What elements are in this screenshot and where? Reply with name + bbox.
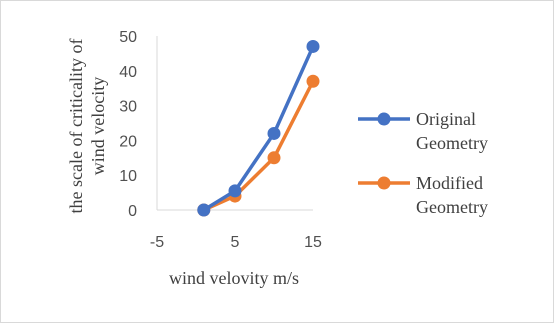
- y-axis-title: the scale of criticality of wind velocity: [66, 39, 108, 214]
- legend-marker: [377, 112, 391, 126]
- x-tick-label: -5: [150, 234, 164, 251]
- legend-label: Modified: [416, 173, 483, 193]
- y-tick-label: 50: [119, 29, 137, 46]
- x-axis-title: wind velovity m/s: [169, 268, 299, 288]
- legend: Original Geometry Modified Geometry: [358, 109, 488, 217]
- series-layer: [197, 39, 320, 217]
- y-tick-label: 0: [128, 203, 137, 220]
- series-line: [202, 44, 315, 212]
- legend-entry: Modified Geometry: [358, 173, 488, 217]
- x-tick-label: 5: [231, 234, 240, 251]
- y-tick-labels: 0 10 20 30 40 50: [119, 29, 137, 220]
- series-point: [228, 184, 242, 198]
- y-axis-title-line: the scale of criticality of: [66, 39, 86, 214]
- x-tick-labels: -5 5 15: [150, 234, 322, 251]
- series-point: [306, 39, 320, 53]
- y-tick-label: 10: [119, 168, 137, 185]
- series-point: [197, 203, 211, 217]
- legend-label: Geometry: [416, 197, 488, 217]
- legend-entry: Original Geometry: [358, 109, 488, 153]
- series-point: [306, 74, 320, 88]
- series-point: [267, 151, 281, 165]
- y-tick-label: 30: [119, 99, 137, 116]
- y-tick-label: 20: [119, 133, 137, 150]
- series-point: [267, 126, 281, 140]
- y-axis-title-line: wind velocity: [88, 77, 108, 175]
- series-line: [202, 79, 315, 212]
- plot-area: [156, 36, 313, 211]
- legend-label: Original: [416, 109, 476, 129]
- legend-marker: [377, 176, 391, 190]
- y-tick-label: 40: [119, 64, 137, 81]
- legend-label: Geometry: [416, 133, 488, 153]
- x-tick-label: 15: [304, 234, 322, 251]
